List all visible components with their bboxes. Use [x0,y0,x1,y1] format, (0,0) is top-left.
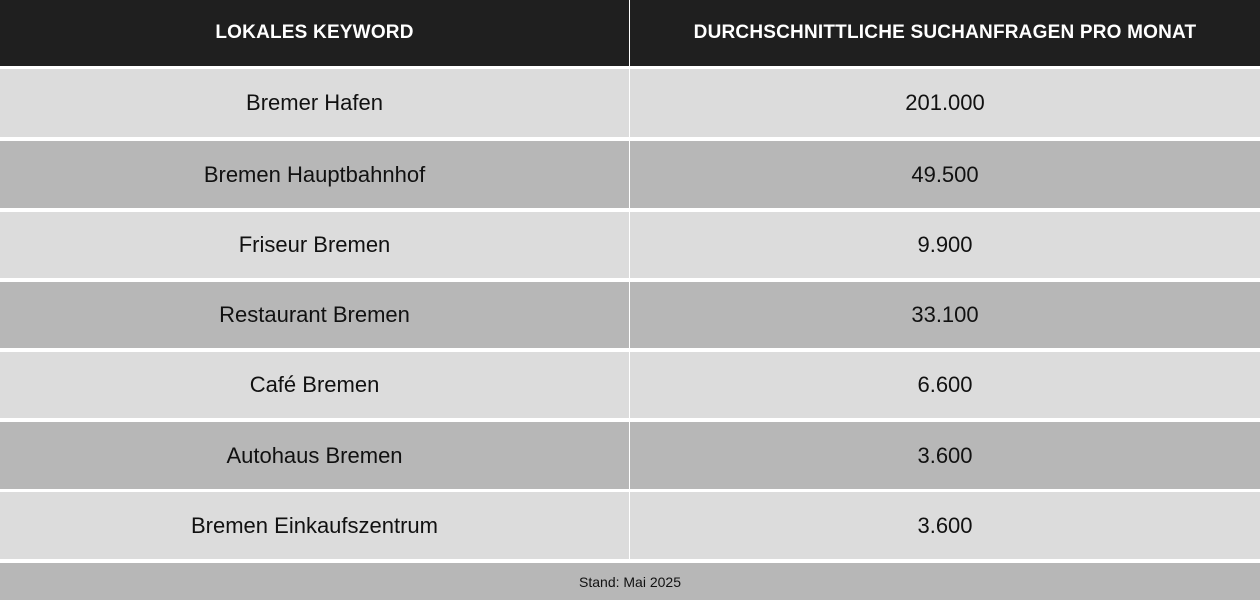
table-row: Café Bremen 6.600 [0,352,1260,418]
table-footnote: Stand: Mai 2025 [0,563,1260,600]
table-row: Friseur Bremen 9.900 [0,212,1260,278]
table-row: Bremen Einkaufszentrum 3.600 [0,492,1260,559]
searches-cell: 9.900 [629,212,1260,278]
searches-cell: 201.000 [629,69,1260,137]
keyword-cell: Café Bremen [249,372,380,397]
table-row: Restaurant Bremen 33.100 [0,282,1260,348]
keyword-cell: Bremen Einkaufszentrum [191,512,438,538]
table-header: LOKALES KEYWORD DURCHSCHNITTLICHE SUCHAN… [0,0,1260,66]
searches-cell: 6.600 [629,352,1260,418]
keyword-cell: Friseur Bremen [238,232,391,257]
searches-cell: 49.500 [629,141,1260,208]
table-row: Bremer Hafen 201.000 [0,69,1260,137]
keyword-cell: Bremer Hafen [246,90,383,115]
table-row: Bremen Hauptbahnhof 49.500 [0,141,1260,208]
searches-cell: 3.600 [629,422,1260,489]
column-header-searches: DURCHSCHNITTLICHE SUCHANFRAGEN PRO MONAT [629,0,1260,66]
searches-cell: 33.100 [629,282,1260,348]
keyword-cell: Autohaus Bremen [226,442,403,468]
searches-cell: 3.600 [629,492,1260,559]
table-row: Autohaus Bremen 3.600 [0,422,1260,489]
keyword-cell: Bremen Hauptbahnhof [203,161,426,187]
column-header-keyword: LOKALES KEYWORD [215,22,414,43]
keyword-cell: Restaurant Bremen [219,302,410,327]
